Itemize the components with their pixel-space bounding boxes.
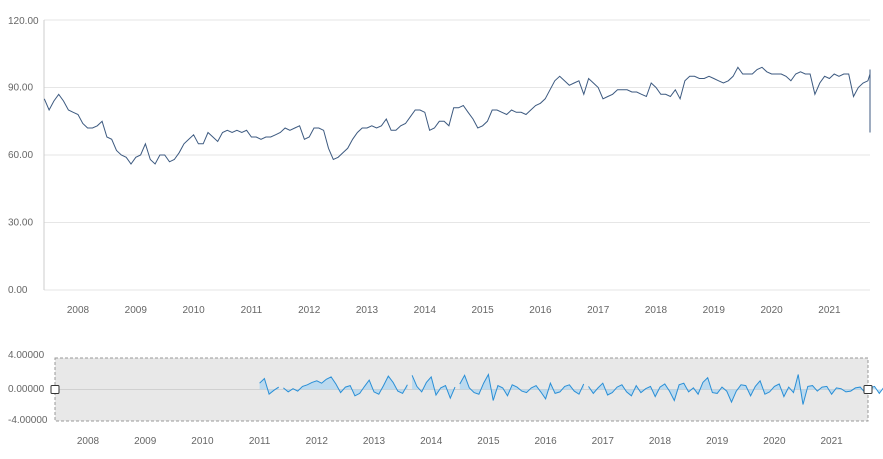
y-tick-label: 30.00 [8,218,33,229]
x-tick-label: 2020 [760,305,783,316]
navigator-x-tick-label: 2012 [306,436,329,447]
y-tick-label: 0.00 [8,285,28,296]
navigator-x-tick-label: 2016 [534,436,557,447]
navigator-area [588,374,883,405]
x-tick-label: 2014 [414,305,437,316]
navigator-line [411,375,456,400]
navigator-x-tick-label: 2020 [763,436,786,447]
x-tick-label: 2016 [529,305,552,316]
y-tick-label: 60.00 [8,150,33,161]
navigator-left-handle[interactable] [50,385,60,394]
navigator-line [459,373,585,401]
x-tick-label: 2013 [356,305,379,316]
navigator-right-handle[interactable] [863,385,873,394]
navigator-x-tick-label: 2009 [134,436,157,447]
navigator-x-tick-label: 2017 [592,436,615,447]
navigator-x-tick-label: 2013 [363,436,386,447]
navigator-x-tick-label: 2018 [649,436,672,447]
x-tick-label: 2011 [241,305,263,316]
navigator-x-tick-label: 2010 [191,436,214,447]
navigator-area [459,374,584,401]
x-tick-label: 2017 [587,305,610,316]
navigator-x-tick-label: 2014 [420,436,443,447]
series-line [43,66,871,165]
x-tick-label: 2012 [298,305,321,316]
navigator-x-tick-label: 2011 [249,436,271,447]
x-tick-label: 2008 [67,305,90,316]
y-tick-label: 120.00 [8,16,39,27]
navigator-area [283,376,408,396]
x-tick-label: 2015 [471,305,494,316]
navigator-x-tick-label: 2021 [820,436,843,447]
navigator-y-tick-label: -4.00000 [8,415,48,426]
navigator-line [588,374,883,405]
navigator-x-tick-label: 2015 [477,436,500,447]
x-tick-label: 2021 [818,305,841,316]
x-tick-label: 2009 [125,305,148,316]
y-tick-label: 90.00 [8,83,33,94]
navigator-y-tick-label: 4.00000 [8,350,45,361]
x-tick-label: 2018 [645,305,668,316]
navigator-y-tick-label: 0.00000 [8,384,45,395]
navigator-line [259,377,279,396]
navigator-line [283,375,408,397]
navigator-x-tick-label: 2019 [706,436,729,447]
x-tick-label: 2010 [182,305,205,316]
navigator-x-tick-label: 2008 [77,436,100,447]
x-tick-label: 2019 [703,305,726,316]
